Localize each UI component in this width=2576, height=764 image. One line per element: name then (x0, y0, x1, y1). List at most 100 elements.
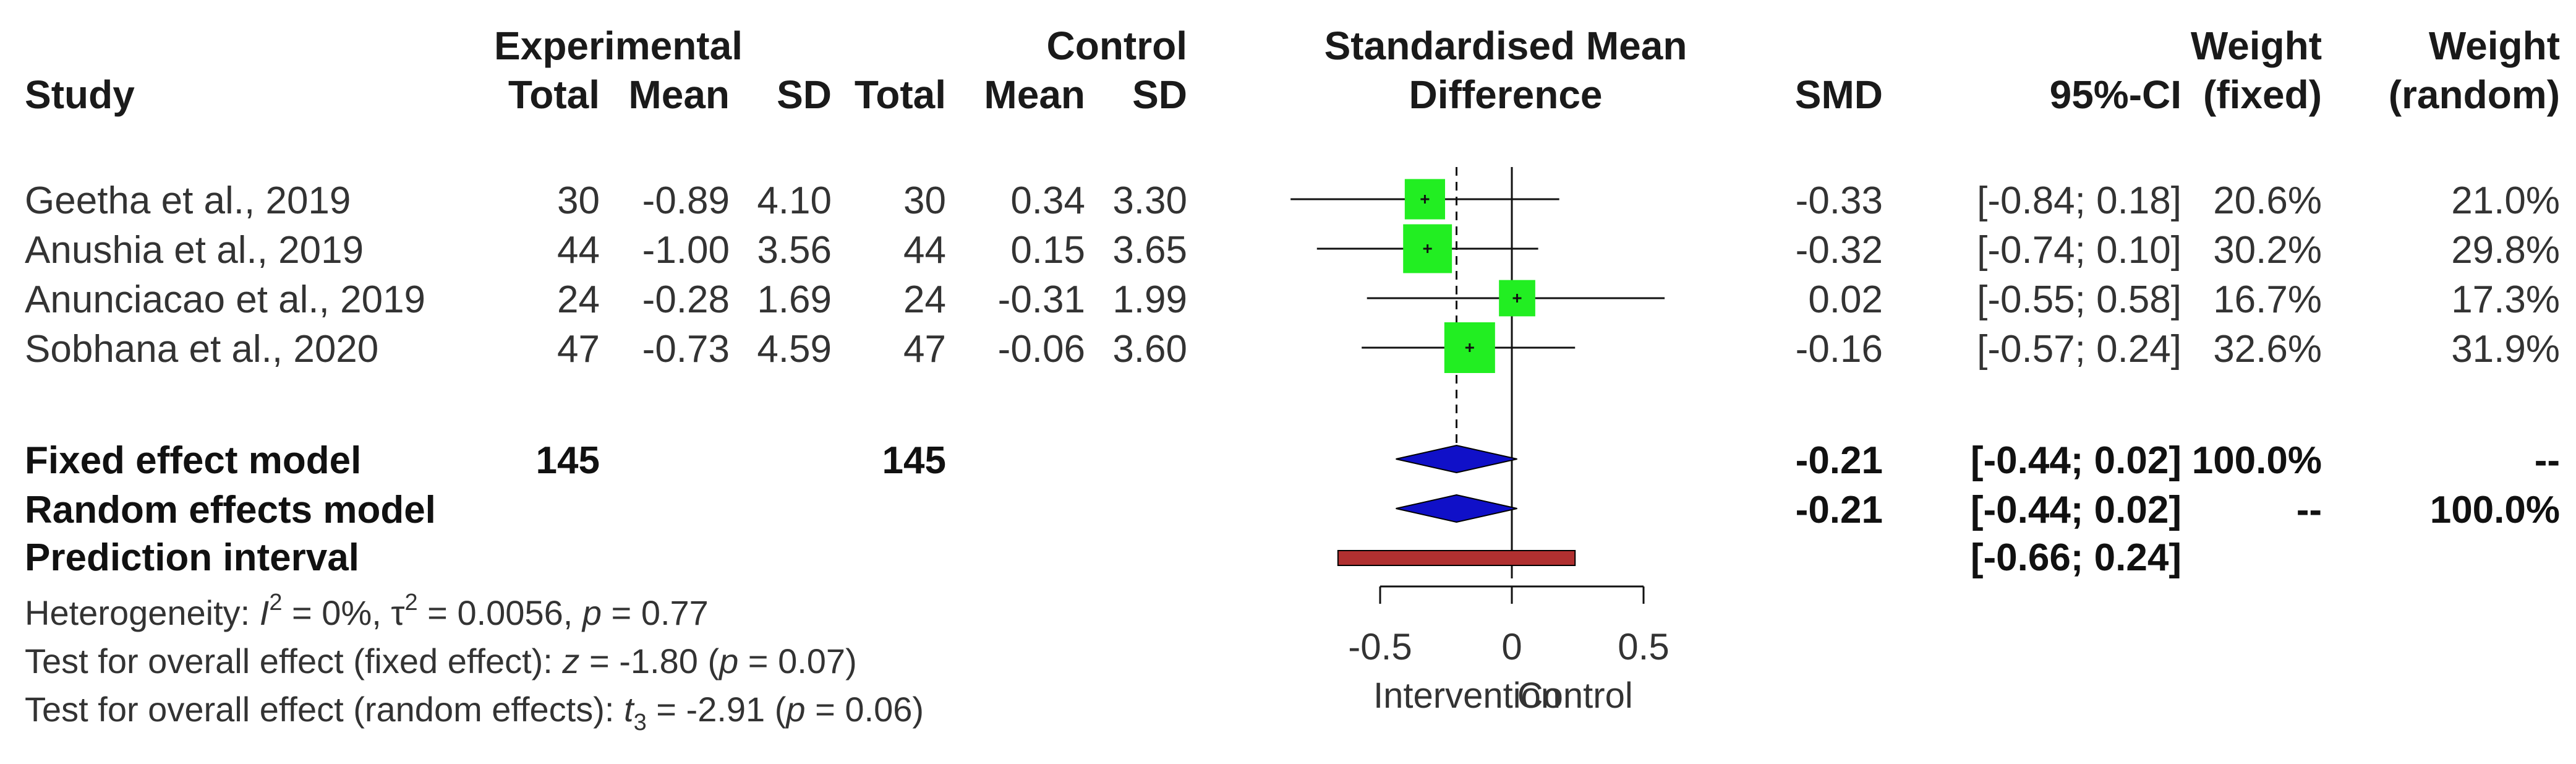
e-total: 30 (557, 179, 600, 222)
random-ci: [-0.44; 0.02] (1971, 489, 2181, 531)
fixed-c: = 0.07) (738, 642, 856, 680)
e-sd: 1.69 (757, 278, 832, 321)
fixed-a: Test for overall effect (fixed effect): (25, 642, 562, 680)
x-tick-label: -0.5 (1348, 626, 1412, 667)
plot-marks (1290, 179, 1665, 566)
weight-fixed: 20.6% (2213, 179, 2322, 222)
ci-value: [-0.55; 0.58] (1977, 278, 2181, 321)
header-c-total: Total (855, 72, 946, 117)
random-effect-diamond (1396, 494, 1517, 523)
fixed-z: z (561, 642, 579, 680)
weight-fixed: 32.6% (2213, 328, 2322, 371)
x-tick-label: 0.5 (1618, 626, 1669, 667)
header-smd-line1: Standardised Mean (1324, 24, 1687, 68)
weight-random: 29.8% (2451, 229, 2560, 272)
prediction-ci: [-0.66; 0.24] (1971, 536, 2181, 579)
header-e-sd: SD (777, 72, 832, 117)
header-c-mean: Mean (984, 72, 1085, 117)
weight-random: 21.0% (2451, 179, 2560, 222)
table-row: Anushia et al., 2019 44 -1.00 3.56 44 0.… (25, 229, 2560, 272)
study-name: Sobhana et al., 2020 (25, 328, 378, 371)
x-tick-label: 0 (1501, 626, 1522, 667)
het-a: Heterogeneity: (25, 593, 260, 632)
het-p: p (581, 593, 602, 632)
x-label-control: Control (1517, 676, 1633, 716)
fixed-effect-row: Fixed effect model 145 145 -0.21 [-0.44;… (25, 439, 2560, 482)
study-name: Geetha et al., 2019 (25, 179, 351, 222)
prediction-interval-row: Prediction interval [-0.66; 0.24] (25, 536, 2181, 579)
c-total: 44 (903, 229, 946, 272)
random-b: = -2.91 ( (647, 690, 787, 729)
c-total: 24 (903, 278, 946, 321)
prediction-label: Prediction interval (25, 536, 359, 579)
fixed-test-text: Test for overall effect (fixed effect): … (25, 642, 857, 680)
random-p: p (785, 690, 805, 729)
fixed-e-total: 145 (536, 439, 600, 482)
ci-value: [-0.84; 0.18] (1977, 179, 2181, 222)
e-total: 44 (557, 229, 600, 272)
weight-fixed: 30.2% (2213, 229, 2322, 272)
random-weight-fixed: -- (2297, 489, 2322, 531)
header-weight-random-line1: Weight (2429, 24, 2560, 68)
e-sd: 3.56 (757, 229, 832, 272)
c-mean: -0.06 (998, 328, 1085, 371)
random-sub: 3 (634, 710, 647, 736)
random-c: = 0.06) (806, 690, 924, 729)
ci-value: [-0.74; 0.10] (1977, 229, 2181, 272)
study-name: Anunciacao et al., 2019 (25, 278, 425, 321)
header-experimental: Experimental (494, 24, 743, 68)
table-row: Sobhana et al., 2020 47 -0.73 4.59 47 -0… (25, 328, 2560, 371)
c-mean: 0.15 (1010, 229, 1085, 272)
random-weight-random: 100.0% (2430, 489, 2560, 531)
header-control: Control (1047, 24, 1188, 68)
smd-value: -0.16 (1796, 328, 1883, 371)
e-sd: 4.10 (757, 179, 832, 222)
weight-fixed: 16.7% (2213, 278, 2322, 321)
het-i: I (260, 593, 270, 632)
e-mean: -0.28 (642, 278, 730, 321)
random-label: Random effects model (25, 489, 436, 531)
c-mean: -0.31 (998, 278, 1085, 321)
header-weight-fixed-line1: Weight (2191, 24, 2322, 68)
smd-value: 0.02 (1808, 278, 1883, 321)
prediction-interval-bar (1337, 550, 1576, 566)
header-study: Study (25, 72, 135, 117)
c-sd: 3.30 (1112, 179, 1187, 222)
fixed-c-total: 145 (882, 439, 946, 482)
weight-random: 17.3% (2451, 278, 2560, 321)
random-test-text: Test for overall effect (random effects)… (25, 690, 924, 736)
table-row: Geetha et al., 2019 30 -0.89 4.10 30 0.3… (25, 179, 2560, 222)
header-weight-random: (random) (2389, 72, 2560, 117)
header-c-sd: SD (1132, 72, 1187, 117)
header-weight-fixed: (fixed) (2203, 72, 2322, 117)
het-sup: 2 (269, 590, 282, 616)
smd-value: -0.32 (1796, 229, 1883, 272)
het-tau: τ (391, 593, 404, 632)
het-b: = 0%, (282, 593, 391, 632)
header-smd: SMD (1795, 72, 1883, 117)
ci-value: [-0.57; 0.24] (1977, 328, 2181, 371)
c-sd: 3.60 (1112, 328, 1187, 371)
e-total: 47 (557, 328, 600, 371)
fixed-b: = -1.80 ( (579, 642, 719, 680)
smd-value: -0.33 (1796, 179, 1883, 222)
fixed-effect-diamond (1396, 444, 1517, 474)
fixed-p: p (718, 642, 738, 680)
header-ci: 95%-CI (2050, 72, 2181, 117)
het-d: = 0.77 (602, 593, 709, 632)
het-c: = 0.0056, (418, 593, 582, 632)
e-total: 24 (557, 278, 600, 321)
study-name: Anushia et al., 2019 (25, 229, 364, 272)
fixed-weight-fixed: 100.0% (2192, 439, 2322, 482)
random-smd: -0.21 (1796, 489, 1883, 531)
random-effects-row: Random effects model -0.21 [-0.44; 0.02]… (25, 489, 2560, 531)
c-sd: 1.99 (1112, 278, 1187, 321)
e-mean: -1.00 (642, 229, 730, 272)
weight-random: 31.9% (2451, 328, 2560, 371)
e-mean: -0.73 (642, 328, 730, 371)
heterogeneity-text: Heterogeneity: I2 = 0%, τ2 = 0.0056, p =… (25, 590, 709, 632)
het-tau-sup: 2 (404, 590, 417, 616)
header-smd-line2: Difference (1409, 72, 1603, 117)
